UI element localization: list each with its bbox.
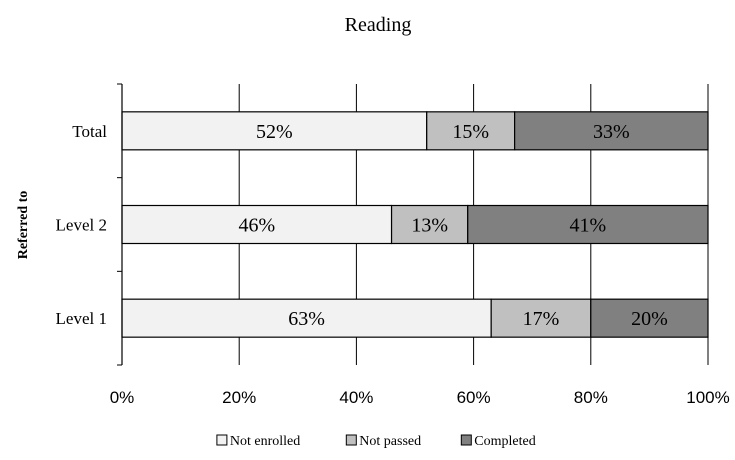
data-label: 41% bbox=[570, 215, 607, 237]
legend-swatch bbox=[216, 434, 228, 446]
x-tick-label: 40% bbox=[339, 388, 373, 407]
data-label: 13% bbox=[411, 215, 448, 237]
bar-segment bbox=[426, 111, 516, 151]
bar-segment bbox=[590, 298, 709, 338]
category-label: Level 1 bbox=[56, 309, 107, 328]
x-tick-label: 0% bbox=[110, 388, 135, 407]
legend-swatch bbox=[460, 434, 472, 446]
data-label: 46% bbox=[238, 215, 275, 237]
legend: Not enrolled Not passed Completed bbox=[216, 434, 536, 449]
axes: Total Level 2 Level 1 0% 20% 40% 60% 80% 100% bbox=[56, 83, 730, 407]
legend-label: Completed bbox=[474, 434, 535, 449]
legend-label: Not passed bbox=[359, 434, 421, 449]
category-label: Total bbox=[72, 122, 107, 141]
data-label: 63% bbox=[288, 308, 325, 330]
bars: 52% 15% 33% 46% 13% 41% 63% 17% 20% bbox=[121, 111, 709, 338]
legend-label: Not enrolled bbox=[230, 434, 300, 449]
y-axis-title: Referred to bbox=[16, 191, 31, 260]
category-label: Level 2 bbox=[56, 216, 107, 235]
legend-swatch bbox=[345, 434, 357, 446]
x-tick-label: 100% bbox=[686, 388, 729, 407]
x-tick-label: 60% bbox=[457, 388, 491, 407]
chart-title: Reading bbox=[345, 14, 412, 36]
bar-segment bbox=[514, 111, 709, 151]
data-label: 20% bbox=[631, 308, 668, 330]
data-label: 52% bbox=[256, 121, 293, 143]
data-label: 15% bbox=[452, 121, 489, 143]
x-tick-label: 20% bbox=[222, 388, 256, 407]
data-label: 33% bbox=[593, 121, 630, 143]
bar-segment bbox=[121, 111, 428, 151]
x-tick-label: 80% bbox=[574, 388, 608, 407]
bar-segment bbox=[121, 298, 492, 338]
data-label: 17% bbox=[523, 308, 560, 330]
bar-segment bbox=[390, 204, 469, 245]
bar-segment bbox=[467, 204, 709, 245]
